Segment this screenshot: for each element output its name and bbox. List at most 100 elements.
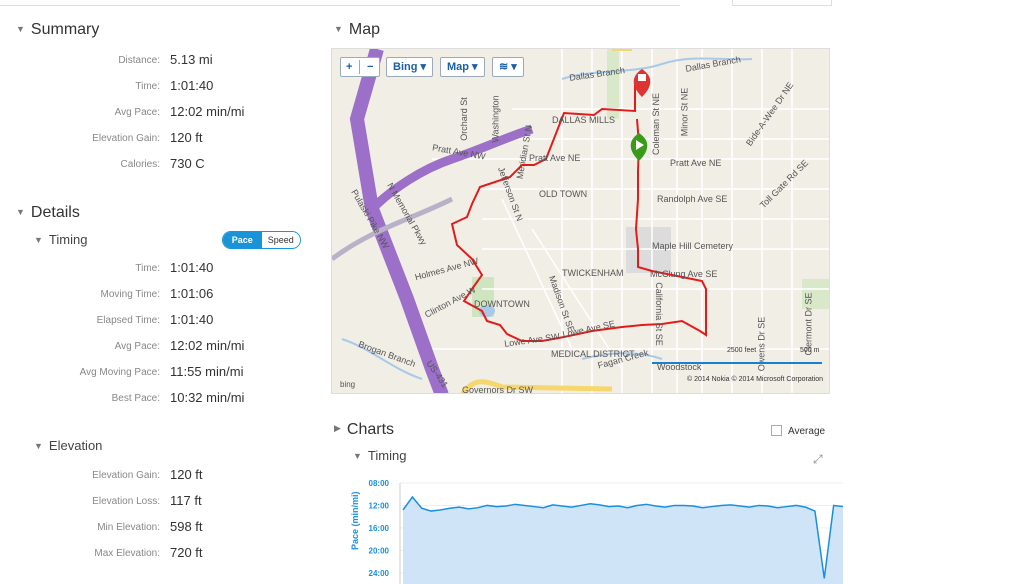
stat-row: Elapsed Time: 1:01:40 [10, 312, 214, 330]
collapse-triangle-icon: ▼ [16, 206, 25, 217]
stat-label: Elevation Loss: [92, 496, 160, 507]
stat-label: Time: [135, 81, 160, 92]
pace-toggle-option[interactable]: Pace [223, 232, 262, 248]
map-label: Randolph Ave SE [657, 194, 728, 204]
zoom-in-button[interactable]: + [346, 61, 353, 73]
average-checkbox[interactable] [771, 425, 782, 436]
stat-row: Calories: 730 C [10, 156, 205, 174]
stat-value: 720 ft [170, 545, 203, 560]
end-marker-icon[interactable] [633, 69, 651, 97]
stat-row: Time: 1:01:40 [10, 78, 213, 96]
route-path [450, 85, 707, 342]
stat-label: Avg Moving Pace: [79, 367, 160, 378]
expand-triangle-icon: ▶ [334, 423, 341, 434]
stat-label: Best Pace: [111, 393, 160, 404]
stat-value: 598 ft [170, 519, 203, 534]
stat-label: Max Elevation: [94, 548, 160, 559]
elevation-title: Elevation [48, 438, 103, 453]
timing-chart-title: Timing [367, 448, 407, 463]
stat-label: Elevation Gain: [92, 133, 160, 144]
stat-row: Avg Pace: 12:02 min/mi [10, 104, 245, 122]
pace-chart[interactable]: Pace (min/mi) 08:00 12:00 16:00 20:00 24:00 [345, 475, 845, 584]
stat-label: Elapsed Time: [96, 315, 160, 326]
stat-value: 5.13 mi [170, 52, 213, 67]
chart-y-tick-label: 16:00 [369, 524, 390, 533]
pace-series-line[interactable] [402, 495, 844, 579]
pace-speed-toggle[interactable]: Pace Speed [222, 231, 301, 249]
stat-row: Best Pace: 10:32 min/mi [10, 390, 245, 408]
zoom-control[interactable]: + − [340, 57, 380, 77]
chart-y-tick-label: 20:00 [369, 546, 390, 555]
map-canvas[interactable] [332, 49, 830, 394]
zoom-out-button[interactable]: − [367, 61, 374, 73]
map-provider-dropdown[interactable]: Bing ▾ [386, 57, 434, 77]
collapse-triangle-icon: ▼ [34, 234, 43, 245]
map-label: Woodstock [657, 362, 702, 372]
map-type-dropdown[interactable]: Map ▾ [440, 57, 485, 77]
map-header[interactable]: ▼ Map [334, 21, 380, 39]
governors-dr [460, 379, 613, 393]
stat-value: 730 C [170, 156, 205, 171]
stat-label: Avg Pace: [114, 107, 160, 118]
stat-row: Distance: 5.13 mi [10, 52, 212, 70]
zoom-divider [359, 60, 360, 74]
chart-y-tick-label: 24:00 [369, 569, 390, 578]
chart-y-tick-label: 08:00 [369, 479, 390, 488]
map-label: TWICKENHAM [562, 268, 624, 278]
stat-label: Elevation Gain: [92, 470, 160, 481]
map-copyright: © 2014 Nokia © 2014 Microsoft Corporatio… [687, 376, 823, 383]
scale-meters: 500 m [800, 347, 820, 354]
scale-bar [652, 362, 822, 364]
creek [561, 57, 753, 80]
chart-y-axis-title: Pace (min/mi) [350, 491, 360, 550]
charts-title: Charts [346, 421, 395, 438]
speed-toggle-option[interactable]: Speed [261, 232, 300, 248]
cemetery-area [626, 227, 671, 273]
map-label: Orchard St [458, 97, 469, 141]
stat-value: 12:02 min/mi [170, 338, 245, 353]
stat-value: 10:32 min/mi [170, 390, 245, 405]
collapse-triangle-icon: ▼ [353, 450, 362, 461]
stat-row: Moving Time: 1:01:06 [10, 286, 214, 304]
stat-label: Min Elevation: [97, 522, 160, 533]
layers-dropdown[interactable]: ≋ ▾ [492, 57, 524, 77]
stat-value: 1:01:40 [170, 260, 214, 275]
average-label: Average [788, 426, 826, 437]
stat-value: 117 ft [170, 493, 202, 508]
route-map[interactable]: + − Bing ▾ Map ▾ ≋ ▾ Dallas Branch Dallas… [331, 48, 830, 394]
summary-header[interactable]: ▼ Summary [16, 21, 99, 39]
details-header[interactable]: ▼ Details [16, 204, 80, 222]
stat-value: 1:01:40 [170, 312, 214, 327]
start-marker-icon[interactable] [630, 133, 648, 161]
map-label: DOWNTOWN [474, 299, 530, 309]
pace-area-fill [403, 497, 843, 584]
highway-565 [368, 124, 534, 213]
creek [581, 352, 663, 360]
map-label: Pratt Ave NE [529, 153, 581, 163]
street-grid [432, 49, 829, 393]
stat-label: Time: [135, 263, 160, 274]
map-label: Minor St NE [679, 87, 690, 137]
stat-row: Avg Pace: 12:02 min/mi [10, 338, 245, 356]
map-label: OLD TOWN [539, 189, 588, 199]
park-area [802, 279, 829, 309]
stat-row: Elevation Loss: 117 ft [10, 493, 201, 511]
stat-row: Time: 1:01:40 [10, 260, 213, 278]
map-label: McClung Ave SE [650, 269, 718, 279]
map-label: Maple Hill Cemetery [652, 241, 734, 251]
timing-chart-header[interactable]: ▼ Timing [353, 448, 406, 463]
chart-y-tick-label: 12:00 [369, 501, 390, 510]
timing-header[interactable]: ▼ Timing [34, 232, 87, 247]
elevation-header[interactable]: ▼ Elevation [34, 438, 102, 453]
map-label: Coleman St NE [651, 92, 662, 156]
highway-memorial-pkwy [349, 49, 449, 393]
map-label: Washington [490, 95, 501, 143]
map-title: Map [348, 21, 381, 38]
stat-value: 120 ft [170, 130, 203, 145]
expand-chart-icon[interactable]: ⤢ [813, 452, 823, 466]
map-label: MEDICAL DISTRICT [551, 349, 635, 359]
stat-row: Elevation Gain: 120 ft [10, 130, 202, 148]
map-label: Pratt Ave NE [670, 158, 722, 168]
map-label: California St SE [653, 282, 664, 346]
charts-header[interactable]: ▶ Charts [334, 421, 394, 439]
